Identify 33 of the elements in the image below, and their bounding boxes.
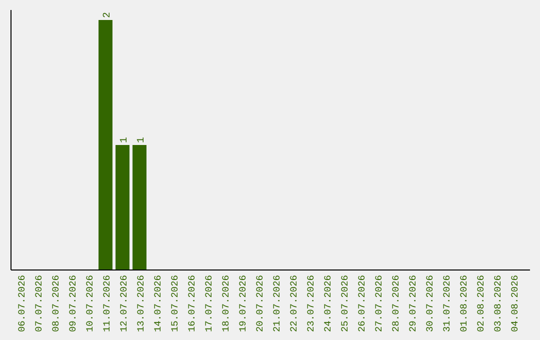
x-tick-label: 25.07.2026 bbox=[340, 274, 350, 332]
x-tick-label: 17.07.2026 bbox=[204, 274, 214, 332]
x-tick-label: 10.07.2026 bbox=[84, 274, 96, 332]
x-tick-label: 24.07.2026 bbox=[322, 274, 334, 332]
x-tick-label: 22.07.2026 bbox=[288, 274, 300, 332]
x-tick-label: 31.07.2026 bbox=[442, 274, 452, 332]
x-tick-label: 03.08.2026 bbox=[492, 274, 504, 332]
x-tick-label: 19.07.2026 bbox=[238, 274, 248, 332]
x-tick-label: 29.07.2026 bbox=[408, 274, 418, 332]
x-tick-label: 06.07.2026 bbox=[16, 274, 28, 332]
x-tick-label: 11.07.2026 bbox=[102, 274, 112, 332]
x-tick-label: 07.07.2026 bbox=[34, 274, 44, 332]
x-tick-label: 02.08.2026 bbox=[476, 274, 486, 332]
x-tick-label: 13.07.2026 bbox=[136, 274, 146, 332]
x-tick-label: 20.07.2026 bbox=[254, 274, 266, 332]
data-label: 1 bbox=[120, 136, 130, 143]
x-tick-label: 28.07.2026 bbox=[390, 274, 402, 332]
x-tick-label: 09.07.2026 bbox=[68, 274, 78, 332]
x-tick-label: 04.08.2026 bbox=[510, 274, 520, 332]
data-label: 1 bbox=[136, 136, 148, 143]
x-tick-label: 21.07.2026 bbox=[272, 274, 282, 332]
x-tick-label: 08.07.2026 bbox=[50, 274, 62, 332]
x-tick-label: 18.07.2026 bbox=[220, 274, 232, 332]
x-tick-label: 16.07.2026 bbox=[186, 274, 198, 332]
x-tick-label: 01.08.2026 bbox=[458, 274, 470, 332]
x-tick-label: 23.07.2026 bbox=[306, 274, 316, 332]
x-tick-label: 14.07.2026 bbox=[152, 274, 164, 332]
x-tick-label: 27.07.2026 bbox=[374, 274, 384, 332]
data-label: 2 bbox=[102, 12, 114, 18]
x-tick-label: 12.07.2026 bbox=[118, 274, 130, 332]
x-tick-label: 15.07.2026 bbox=[170, 274, 180, 332]
x-tick-label: 26.07.2026 bbox=[356, 274, 368, 332]
x-tick-label: 30.07.2026 bbox=[424, 274, 436, 332]
